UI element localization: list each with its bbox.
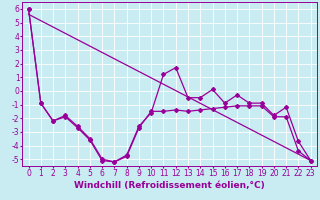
X-axis label: Windchill (Refroidissement éolien,°C): Windchill (Refroidissement éolien,°C) — [74, 181, 265, 190]
